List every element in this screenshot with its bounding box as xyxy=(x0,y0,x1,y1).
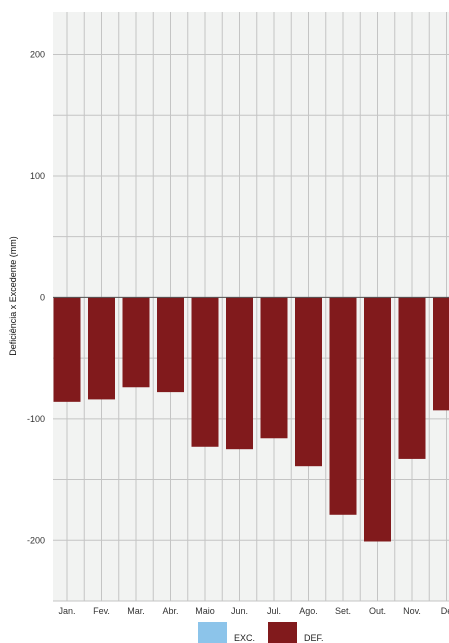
bar-def-2 xyxy=(122,297,150,388)
y-tick-label: 100 xyxy=(30,171,45,181)
legend-swatch xyxy=(198,622,227,643)
bar-def-0 xyxy=(53,297,81,402)
legend-label: DEF. xyxy=(304,633,324,643)
bar-def-7 xyxy=(295,297,322,467)
bar-def-10 xyxy=(398,297,426,459)
y-axis-title: Deficiência x Excedente (mm) xyxy=(8,236,18,356)
legend-swatch xyxy=(268,622,297,643)
bar-def-1 xyxy=(88,297,115,400)
x-tick-label: Set. xyxy=(335,606,351,616)
y-tick-label: 200 xyxy=(30,50,45,60)
x-tick-label: Abr. xyxy=(162,606,178,616)
x-tick-label: Maio xyxy=(195,606,215,616)
bar-def-9 xyxy=(364,297,391,542)
bars xyxy=(53,297,449,542)
y-tick-label: -200 xyxy=(27,535,45,545)
x-tick-label: Mar. xyxy=(127,606,145,616)
y-tick-label: -100 xyxy=(27,414,45,424)
bar-def-8 xyxy=(329,297,357,515)
bar-def-5 xyxy=(226,297,253,450)
x-tick-label: Jun. xyxy=(231,606,248,616)
x-tick-label: De xyxy=(441,606,449,616)
legend: EXC. DEF. xyxy=(198,622,324,643)
x-tick-label: Nov. xyxy=(403,606,421,616)
bar-def-11 xyxy=(433,297,449,411)
x-tick-label: Jul. xyxy=(267,606,281,616)
bar-def-3 xyxy=(157,297,184,393)
x-tick-label: Fev. xyxy=(93,606,110,616)
y-axis-ticks: 200 100 0 -100 -200 xyxy=(27,50,45,546)
x-tick-label: Ago. xyxy=(299,606,318,616)
y-tick-label: 0 xyxy=(40,292,45,302)
x-axis-ticks: Jan. Fev. Mar. Abr. Maio Jun. Jul. Ago. Set. Out.… xyxy=(58,606,449,616)
legend-label: EXC. xyxy=(234,633,255,643)
bar-def-6 xyxy=(260,297,288,439)
bar-def-4 xyxy=(191,297,219,447)
x-tick-label: Out. xyxy=(369,606,386,616)
x-tick-label: Jan. xyxy=(58,606,75,616)
